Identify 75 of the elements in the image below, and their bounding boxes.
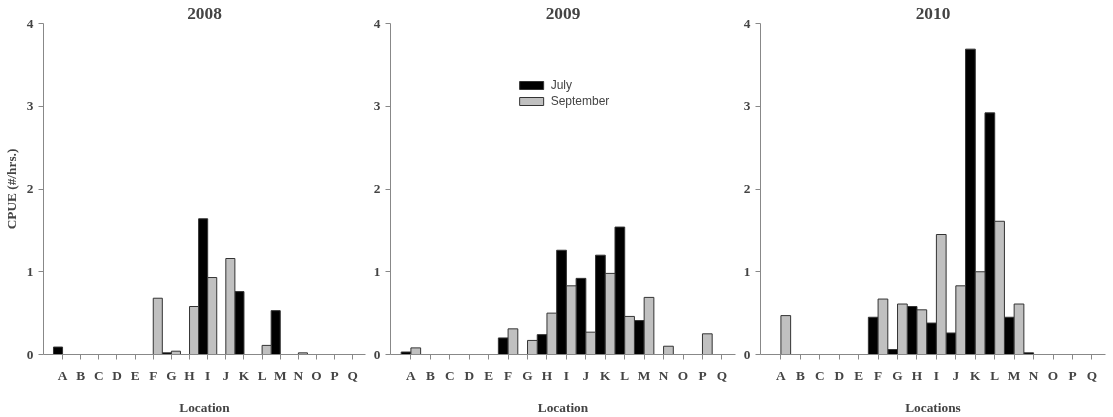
x-tick-label: J	[582, 367, 590, 383]
x-tick-label: A	[776, 367, 787, 383]
x-tick-label: I	[205, 367, 211, 383]
x-tick-label: D	[464, 367, 475, 383]
x-tick-label: Q	[347, 367, 358, 383]
x-tick-label: B	[76, 367, 86, 383]
x-tick-label: G	[892, 367, 903, 383]
y-tick-label: 1	[743, 263, 751, 279]
y-tick-label: 0	[743, 346, 751, 362]
x-tick-label: F	[874, 367, 883, 383]
x-tick-label: N	[293, 367, 304, 383]
x-axis-title: Location	[537, 399, 589, 415]
x-tick-label: L	[620, 367, 630, 383]
x-tick-label: N	[658, 367, 669, 383]
x-tick-label: B	[795, 367, 805, 383]
chart-title: 2008	[187, 3, 223, 23]
x-tick-label: L	[990, 367, 1000, 383]
y-tick-label: 2	[743, 181, 751, 196]
y-tick-label: 0	[373, 346, 381, 362]
x-tick-label: M	[1007, 367, 1021, 383]
y-tick-label: 3	[373, 98, 381, 114]
x-tick-label: G	[166, 367, 177, 383]
y-tick-label: 1	[373, 263, 381, 279]
x-tick-label: H	[911, 367, 923, 383]
x-tick-label: C	[94, 367, 104, 383]
x-tick-label: G	[522, 367, 533, 383]
x-tick-label: P	[698, 367, 707, 383]
y-tick-label: 0	[26, 346, 34, 362]
x-tick-label: M	[273, 367, 287, 383]
x-tick-label: D	[112, 367, 122, 383]
x-tick-label: F	[504, 367, 513, 383]
x-tick-label: L	[257, 367, 267, 383]
y-tick-label: 4	[743, 15, 751, 31]
x-tick-label: O	[677, 367, 689, 383]
x-tick-label: E	[130, 367, 140, 383]
x-tick-label: K	[970, 367, 982, 383]
x-tick-label: F	[149, 367, 158, 383]
x-tick-label: A	[57, 367, 68, 383]
x-tick-label: C	[444, 367, 455, 383]
x-tick-label: B	[425, 367, 435, 383]
x-tick-label: I	[563, 367, 569, 383]
x-tick-label: Q	[716, 367, 728, 383]
y-tick-label: 4	[373, 15, 381, 31]
x-tick-label: I	[933, 367, 939, 383]
x-tick-label: D	[834, 367, 845, 383]
x-tick-label: N	[1028, 367, 1039, 383]
legend-label: July	[550, 78, 572, 92]
x-axis-title: Location	[179, 399, 231, 415]
y-tick-label: 3	[743, 98, 751, 114]
y-axis-title: CPUE (#/hrs.)	[3, 148, 19, 230]
x-tick-label: P	[1068, 367, 1077, 383]
x-tick-label: Q	[1086, 367, 1098, 383]
x-tick-label: H	[184, 367, 196, 383]
x-tick-label: P	[330, 367, 339, 383]
x-tick-label: K	[600, 367, 612, 383]
chart-title: 2010	[915, 3, 951, 23]
legend-label: September	[550, 94, 610, 108]
x-tick-label: C	[814, 367, 825, 383]
x-tick-label: M	[637, 367, 651, 383]
y-tick-label: 4	[26, 15, 34, 31]
y-tick-label: 1	[26, 263, 34, 279]
x-tick-label: H	[541, 367, 553, 383]
x-axis-title: Locations	[905, 399, 961, 415]
x-tick-label: K	[238, 367, 250, 383]
y-tick-label: 2	[26, 181, 34, 196]
x-tick-label: E	[484, 367, 494, 383]
x-tick-label: J	[952, 367, 960, 383]
y-tick-label: 2	[373, 181, 381, 196]
x-tick-label: J	[222, 367, 230, 383]
x-tick-label: A	[406, 367, 417, 383]
chart-title: 2009	[545, 3, 581, 23]
y-tick-label: 3	[26, 98, 34, 114]
x-tick-label: O	[1047, 367, 1059, 383]
x-tick-label: E	[854, 367, 864, 383]
x-tick-label: O	[311, 367, 322, 383]
